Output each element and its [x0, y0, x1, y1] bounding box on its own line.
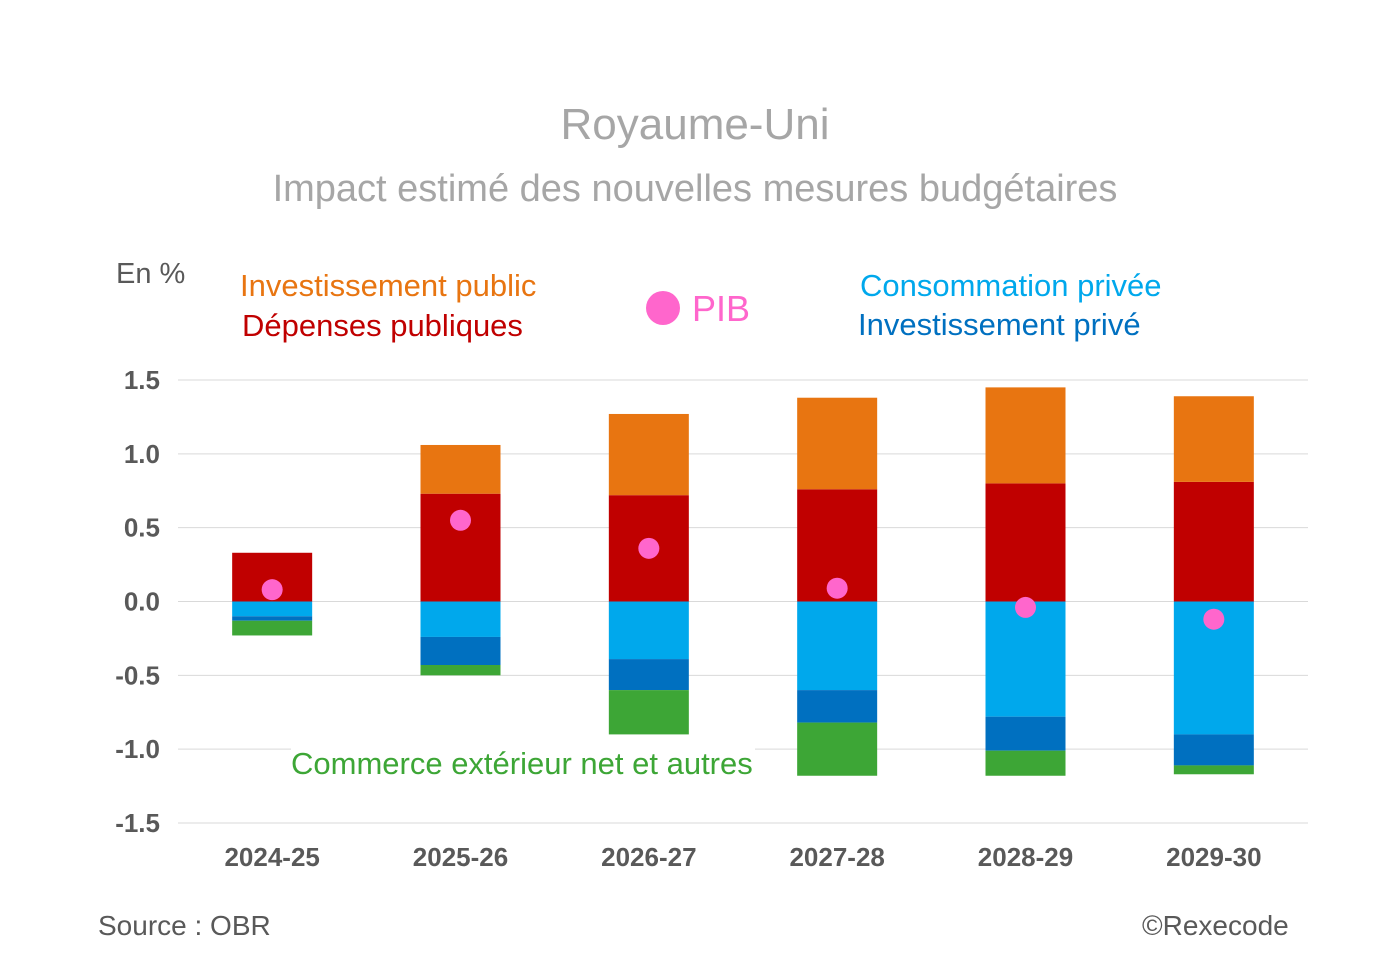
- bar-investissement_public-2029-30: [1173, 396, 1254, 482]
- chart-title: Royaume-Uni: [560, 100, 830, 149]
- y-tick-label: -1.0: [115, 734, 160, 764]
- bar-commerce_exterieur-2029-30: [1173, 765, 1254, 775]
- source-note: Source : OBR: [98, 910, 271, 941]
- bar-investissement_public-2027-28: [797, 397, 878, 490]
- bar-commerce_exterieur-2027-28: [797, 722, 878, 776]
- pib-point-2029-30: [1203, 608, 1225, 630]
- pib-point-2028-29: [1015, 596, 1036, 618]
- y-tick-label: 0.5: [124, 513, 160, 543]
- legend-investissement-prive: Investissement privé: [858, 307, 1141, 342]
- legend-pib: PIB: [692, 288, 751, 329]
- bar-investissement_prive-2027-28: [797, 690, 878, 723]
- bar-investissement_prive-2028-29: [985, 716, 1066, 751]
- legend-investissement-public: Investissement public: [240, 268, 537, 303]
- bar-commerce_exterieur-2024-25: [232, 620, 313, 636]
- chart-subtitle: Impact estimé des nouvelles mesures budg…: [272, 168, 1118, 210]
- bar-investissement_prive-2024-25: [232, 616, 313, 621]
- x-tick-label: 2026-27: [601, 842, 696, 872]
- bar-investissement_prive-2029-30: [1173, 734, 1254, 766]
- x-tick-label: 2025-26: [413, 842, 508, 872]
- bar-consommation_privee-2025-26: [420, 601, 501, 637]
- bar-consommation_privee-2027-28: [797, 601, 878, 691]
- bar-investissement_public-2026-27: [608, 413, 689, 496]
- x-tick-label: 2027-28: [789, 842, 884, 872]
- y-tick-label: -0.5: [115, 660, 160, 690]
- bar-depenses_publiques-2028-29: [985, 483, 1066, 602]
- unit-label: En %: [116, 258, 186, 290]
- y-tick-label: 0.0: [124, 587, 160, 617]
- legend-pib-marker: [646, 291, 680, 325]
- bar-investissement_prive-2026-27: [608, 659, 689, 691]
- bar-consommation_privee-2024-25: [232, 601, 313, 617]
- bar-commerce_exterieur-2025-26: [420, 664, 501, 676]
- bar-commerce_exterieur-2028-29: [985, 750, 1066, 776]
- pib-point-2025-26: [450, 509, 471, 531]
- pib-point-2027-28: [826, 577, 848, 599]
- y-tick-label: 1.0: [124, 439, 160, 469]
- y-tick-label: 1.5: [124, 365, 160, 395]
- bar-investissement_public-2028-29: [985, 387, 1066, 484]
- bar-consommation_privee-2026-27: [608, 601, 689, 660]
- legend-consommation-privee: Consommation privée: [860, 268, 1162, 303]
- legend-commerce-exterieur: Commerce extérieur net et autres: [291, 746, 755, 782]
- x-tick-label: 2029-30: [1166, 842, 1261, 872]
- bar-investissement_public-2025-26: [420, 444, 501, 494]
- bar-consommation_privee-2028-29: [985, 601, 1066, 717]
- bar-depenses_publiques-2029-30: [1173, 481, 1254, 602]
- x-tick-label: 2028-29: [978, 842, 1073, 872]
- x-tick-label: 2024-25: [224, 842, 319, 872]
- copyright-note: ©Rexecode: [1142, 910, 1289, 941]
- y-tick-label: -1.5: [115, 808, 160, 838]
- bar-commerce_exterieur-2026-27: [608, 690, 689, 735]
- bar-investissement_prive-2025-26: [420, 636, 501, 665]
- pib-point-2026-27: [638, 537, 660, 559]
- legend-depenses-publiques: Dépenses publiques: [242, 308, 523, 343]
- pib-point-2024-25: [261, 579, 283, 601]
